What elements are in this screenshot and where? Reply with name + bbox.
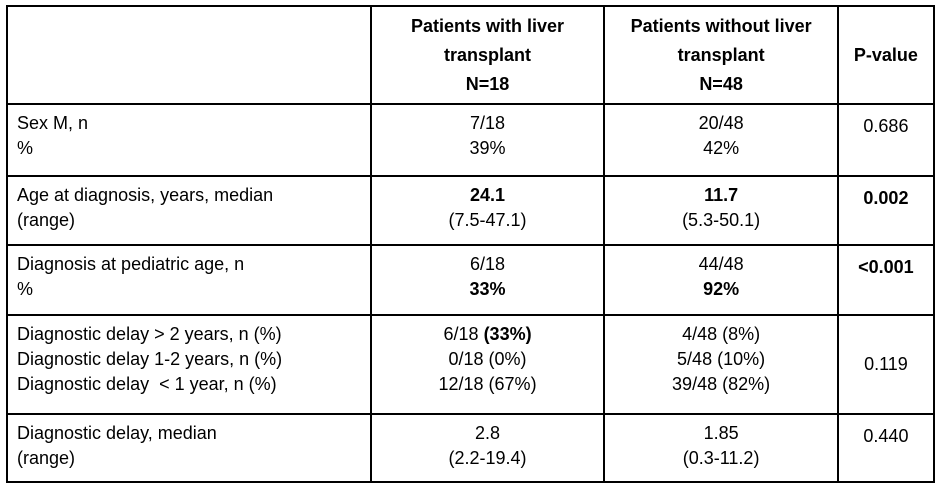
header-with-transplant: Patients with liver transplant N=18 (369, 5, 606, 105)
value-percent-bold: (33%) (483, 324, 532, 344)
value-line: 92% (703, 279, 740, 299)
value-line: 2.8 (475, 423, 501, 443)
header-label-cell (6, 5, 372, 105)
table-row-diagnostic-delay-categories: Diagnostic delay > 2 years, n (%) Diagno… (6, 314, 936, 415)
table-row-pediatric-diagnosis: Diagnosis at pediatric age, n % 6/18 33%… (6, 244, 936, 316)
row-label-line: (range) (17, 210, 76, 230)
header-without-transplant-line-3: N=48 (699, 73, 743, 94)
with-transplant-value: 6/18 (33%) 0/18 (0%) 12/18 (67%) (369, 314, 606, 415)
p-value: 0.440 (836, 413, 936, 483)
value-line: 42% (703, 138, 740, 158)
row-label-line: Diagnostic delay, median (17, 423, 217, 443)
value-line: 0/18 (0%) (448, 349, 527, 369)
value-line: 4/48 (8%) (682, 324, 761, 344)
row-label-line: Diagnostic delay > 2 years, n (%) (17, 324, 282, 344)
row-label-line: Diagnosis at pediatric age, n (17, 254, 245, 274)
value-line: (7.5-47.1) (448, 210, 527, 230)
value-line: 39% (469, 138, 506, 158)
value-line: 12/18 (67%) (438, 374, 537, 394)
table-row-age-at-diagnosis: Age at diagnosis, years, median (range) … (6, 175, 936, 246)
without-transplant-value: 1.85 (0.3-11.2) (603, 413, 839, 483)
value-line: 5/48 (10%) (677, 349, 766, 369)
p-value: 0.686 (836, 103, 936, 177)
value-line: 6/18 (470, 254, 506, 274)
row-label: Diagnostic delay > 2 years, n (%) Diagno… (6, 314, 372, 415)
without-transplant-value: 11.7 (5.3-50.1) (603, 175, 839, 246)
without-transplant-value: 44/48 92% (603, 244, 839, 316)
value-line: 33% (469, 279, 506, 299)
row-label-line: Diagnostic delay < 1 year, n (%) (17, 374, 277, 394)
header-without-transplant: Patients without liver transplant N=48 (603, 5, 839, 105)
header-without-transplant-line-2: transplant (677, 44, 765, 65)
row-label: Diagnosis at pediatric age, n % (6, 244, 372, 316)
value-line: 11.7 (704, 185, 739, 205)
table-row-sex: Sex M, n % 7/18 39% 20/48 42% 0.686 (6, 103, 936, 177)
value-line: 39/48 (82%) (672, 374, 771, 394)
p-value: 0.119 (836, 314, 936, 415)
with-transplant-value: 6/18 33% (369, 244, 606, 316)
row-label-line: (range) (17, 448, 76, 468)
p-value: <0.001 (836, 244, 936, 316)
value-line: (0.3-11.2) (682, 448, 760, 468)
row-label: Sex M, n % (6, 103, 372, 177)
header-with-transplant-line-1: Patients with liver (411, 15, 565, 36)
header-with-transplant-line-3: N=18 (465, 73, 510, 94)
value-line: 24.1 (470, 185, 506, 205)
value-line: 20/48 (698, 113, 744, 133)
value-line: 44/48 (698, 254, 744, 274)
value-count: 6/18 (443, 324, 479, 344)
row-label-line: Diagnostic delay 1-2 years, n (%) (17, 349, 283, 369)
with-transplant-value: 7/18 39% (369, 103, 606, 177)
without-transplant-value: 20/48 42% (603, 103, 839, 177)
value-line: (5.3-50.1) (682, 210, 761, 230)
row-label: Age at diagnosis, years, median (range) (6, 175, 372, 246)
table-row-diagnostic-delay-median: Diagnostic delay, median (range) 2.8 (2.… (6, 413, 936, 483)
value-line: 1.85 (703, 423, 739, 443)
row-label-line: % (17, 138, 34, 158)
value-line: 7/18 (470, 113, 506, 133)
header-row: Patients with liver transplant N=18 Pati… (6, 5, 936, 105)
value-line: 6/18 (33%) (380, 322, 596, 347)
header-p-value: P-value (836, 5, 936, 105)
row-label-line: Age at diagnosis, years, median (17, 185, 274, 205)
with-transplant-value: 2.8 (2.2-19.4) (369, 413, 606, 483)
without-transplant-value: 4/48 (8%) 5/48 (10%) 39/48 (82%) (603, 314, 839, 415)
comparison-table: Patients with liver transplant N=18 Pati… (6, 5, 936, 483)
value-line: (2.2-19.4) (448, 448, 527, 468)
header-without-transplant-line-1: Patients without liver (630, 15, 812, 36)
with-transplant-value: 24.1 (7.5-47.1) (369, 175, 606, 246)
row-label-line: Sex M, n (17, 113, 89, 133)
row-label-line: % (17, 279, 34, 299)
p-value: 0.002 (836, 175, 936, 246)
row-label: Diagnostic delay, median (range) (6, 413, 372, 483)
header-with-transplant-line-2: transplant (444, 44, 532, 65)
